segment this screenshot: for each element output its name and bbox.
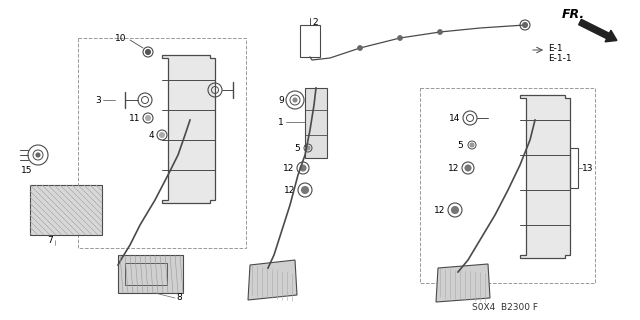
Circle shape: [159, 132, 164, 138]
Text: FR.: FR.: [562, 7, 585, 20]
Text: 9: 9: [278, 95, 284, 105]
Text: E-1-1: E-1-1: [548, 53, 572, 62]
Polygon shape: [162, 55, 215, 203]
Circle shape: [293, 98, 297, 102]
Text: E-1: E-1: [548, 44, 563, 52]
Text: 11: 11: [129, 114, 140, 123]
Bar: [420, 88, 595, 283]
Text: 8: 8: [176, 293, 182, 302]
Text: 2: 2: [312, 18, 317, 27]
Circle shape: [397, 36, 403, 41]
Circle shape: [358, 45, 362, 51]
Text: 14: 14: [449, 114, 460, 123]
Text: 15: 15: [21, 165, 33, 174]
Circle shape: [465, 165, 471, 171]
Circle shape: [145, 116, 150, 121]
Text: S0X4  B2300 F: S0X4 B2300 F: [472, 303, 538, 313]
Text: 7: 7: [47, 236, 53, 244]
Polygon shape: [248, 260, 297, 300]
Circle shape: [36, 153, 40, 157]
Circle shape: [522, 22, 527, 28]
Bar: [118, 255, 183, 293]
Polygon shape: [520, 95, 570, 258]
Text: 5: 5: [294, 143, 300, 153]
Circle shape: [145, 50, 150, 54]
Circle shape: [300, 165, 306, 171]
Bar: [125, 263, 167, 285]
Circle shape: [451, 206, 458, 213]
Text: 13: 13: [582, 164, 593, 172]
Polygon shape: [436, 264, 490, 302]
Text: 12: 12: [434, 205, 445, 214]
Text: 10: 10: [115, 34, 126, 43]
Circle shape: [301, 187, 308, 194]
Text: 4: 4: [148, 131, 154, 140]
Bar: [305, 88, 327, 158]
Bar: [300, 25, 320, 57]
Bar: [570, 148, 578, 188]
Text: 12: 12: [283, 164, 294, 172]
Circle shape: [470, 143, 474, 147]
Text: 12: 12: [447, 164, 459, 172]
Text: 12: 12: [284, 186, 295, 195]
FancyArrow shape: [579, 19, 617, 42]
Text: 3: 3: [95, 95, 101, 105]
Circle shape: [438, 29, 442, 35]
Bar: [30, 185, 102, 235]
Bar: [78, 38, 246, 248]
Text: 1: 1: [278, 117, 284, 126]
Text: 5: 5: [457, 140, 463, 149]
Circle shape: [306, 146, 310, 150]
